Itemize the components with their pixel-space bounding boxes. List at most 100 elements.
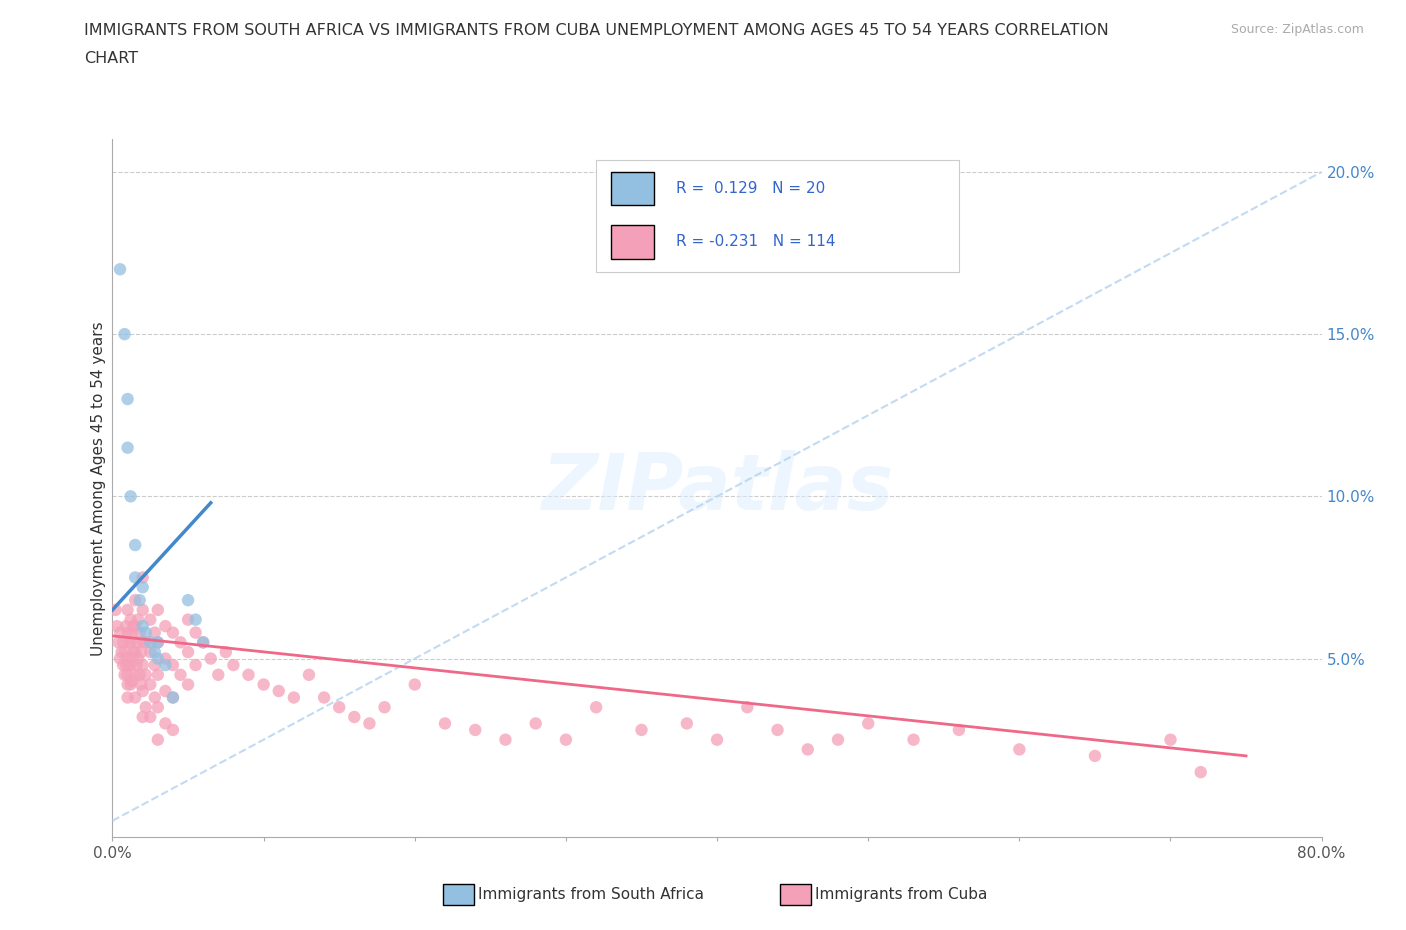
Point [146, 603, 169, 618]
Point [524, 716, 547, 731]
Point [139, 677, 162, 692]
Point [120, 677, 142, 692]
Point [129, 644, 152, 659]
Point [117, 677, 139, 692]
Point [177, 644, 200, 659]
Point [433, 716, 456, 731]
Point [120, 658, 142, 672]
Point [191, 635, 214, 650]
Point [135, 699, 157, 714]
Point [117, 625, 139, 640]
Point [132, 603, 155, 618]
Point [1159, 732, 1181, 747]
Point [146, 732, 169, 747]
Point [630, 723, 652, 737]
Point [128, 668, 150, 683]
Point [146, 699, 169, 714]
Point [155, 658, 177, 672]
Point [283, 690, 305, 705]
Point [139, 635, 162, 650]
Point [184, 612, 207, 627]
Point [114, 326, 136, 341]
Point [169, 668, 191, 683]
Point [404, 677, 426, 692]
Point [903, 732, 925, 747]
Point [122, 644, 145, 659]
Point [127, 651, 149, 666]
Point [115, 658, 138, 672]
Point [108, 651, 131, 666]
Point [184, 625, 207, 640]
Point [107, 635, 129, 650]
Point [108, 625, 131, 640]
Point [200, 651, 222, 666]
Point [132, 710, 155, 724]
Text: Source: ZipAtlas.com: Source: ZipAtlas.com [1230, 23, 1364, 36]
Point [110, 644, 132, 659]
Point [121, 651, 143, 666]
Y-axis label: Unemployment Among Ages 45 to 54 years: Unemployment Among Ages 45 to 54 years [90, 321, 105, 656]
Point [162, 690, 184, 705]
Point [298, 668, 321, 683]
Text: IMMIGRANTS FROM SOUTH AFRICA VS IMMIGRANTS FROM CUBA UNEMPLOYMENT AMONG AGES 45 : IMMIGRANTS FROM SOUTH AFRICA VS IMMIGRAN… [84, 23, 1109, 38]
Point [127, 612, 149, 627]
Point [112, 658, 135, 672]
Point [114, 644, 136, 659]
Point [766, 723, 789, 737]
Point [121, 674, 143, 689]
Point [132, 618, 155, 633]
Point [495, 732, 517, 747]
Point [222, 658, 245, 672]
Point [143, 658, 166, 672]
Point [184, 658, 207, 672]
Point [143, 644, 166, 659]
Point [120, 612, 142, 627]
Point [117, 668, 139, 683]
Point [124, 668, 146, 683]
Point [253, 677, 276, 692]
Point [359, 716, 381, 731]
Point [162, 658, 184, 672]
Point [146, 668, 169, 683]
Point [105, 618, 128, 633]
Point [374, 699, 396, 714]
Point [124, 570, 146, 585]
Point [155, 684, 177, 698]
Point [118, 635, 141, 650]
Point [177, 677, 200, 692]
Point [143, 690, 166, 705]
Point [129, 677, 152, 692]
Point [146, 635, 169, 650]
Point [554, 732, 576, 747]
Point [146, 635, 169, 650]
Point [122, 618, 145, 633]
Point [117, 690, 139, 705]
Point [117, 392, 139, 406]
Point [114, 668, 136, 683]
Point [128, 625, 150, 640]
Point [132, 579, 155, 594]
Text: Immigrants from Cuba: Immigrants from Cuba [815, 887, 988, 902]
Point [215, 644, 238, 659]
Point [675, 716, 697, 731]
Point [117, 651, 139, 666]
Point [207, 668, 229, 683]
Point [117, 603, 139, 618]
Point [155, 618, 177, 633]
Point [108, 262, 131, 277]
Point [135, 635, 157, 650]
Point [124, 538, 146, 552]
Point [125, 635, 148, 650]
Point [162, 723, 184, 737]
Point [238, 668, 260, 683]
Point [856, 716, 880, 731]
Point [314, 690, 336, 705]
Point [737, 699, 759, 714]
Point [155, 716, 177, 731]
Point [104, 603, 127, 618]
Point [132, 658, 155, 672]
Point [146, 651, 169, 666]
Point [464, 723, 486, 737]
Point [117, 440, 139, 455]
Point [128, 592, 150, 607]
